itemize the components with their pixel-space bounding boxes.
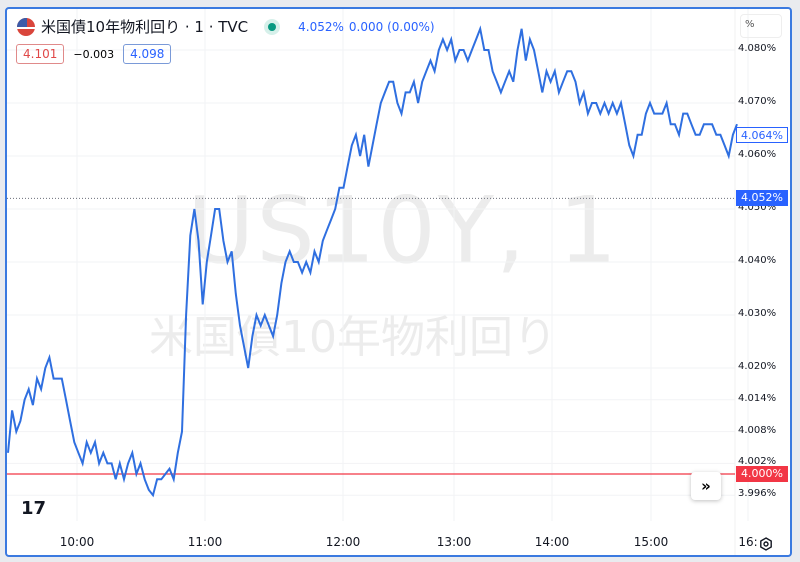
time-tick: 10:00 — [59, 535, 95, 549]
unit-label[interactable]: % — [740, 14, 782, 38]
price-tick: 4.060% — [738, 149, 777, 160]
double-chevron-right-icon: » — [701, 477, 711, 495]
time-tick: 12:00 — [325, 535, 361, 549]
symbol-legend: 米国債10年物利回り · 1 · TVC 4.052% 0.000 (0.00%… — [17, 16, 440, 37]
price-tick: 4.014% — [738, 392, 777, 404]
sell-button[interactable]: 4.101 — [16, 44, 65, 64]
market-status-icon — [268, 22, 277, 31]
time-tick: 16: — [738, 535, 758, 549]
watermark-name: 米国債10年物利回り — [149, 312, 557, 363]
trade-buttons: 4.101 −0.003 4.098 — [16, 44, 172, 64]
last-value: 4.052% — [298, 19, 344, 34]
price-tick: 3.996% — [738, 488, 777, 500]
price-line — [7, 25, 738, 498]
buy-button[interactable]: 4.098 — [123, 44, 172, 64]
price-tick: 4.020% — [738, 361, 777, 372]
time-tick: 13:00 — [436, 535, 472, 549]
price-tick: 4.040% — [738, 255, 777, 266]
price-chart[interactable] — [7, 9, 792, 557]
price-tick: 4.002% — [738, 456, 777, 468]
last-price-tag: 4.052% — [736, 190, 788, 207]
symbol-title[interactable]: 米国債10年物利回り · 1 · TVC — [41, 18, 249, 36]
chart-panel[interactable]: US10Y, 1 米国債10年物利回り 米国債10年物利回り · 1 · TVC… — [5, 7, 792, 557]
gear-icon[interactable] — [759, 537, 773, 551]
tradingview-logo[interactable]: 17 — [21, 498, 47, 519]
us-flag-icon — [17, 17, 35, 36]
time-tick: 14:00 — [534, 535, 570, 549]
price-tick: 4.070% — [738, 96, 777, 107]
price-tick: 4.008% — [738, 424, 777, 436]
watermark-symbol: US10Y, 1 — [187, 177, 620, 284]
price-tick: 4.050% — [738, 202, 777, 213]
price-tick: 4.030% — [738, 308, 777, 319]
scroll-to-realtime-button[interactable]: » — [691, 472, 721, 500]
red-line-tag: 4.000% — [736, 466, 788, 482]
price-tag-high: 4.064% — [736, 126, 788, 143]
change-value: 0.000 (0.00%) — [348, 19, 435, 34]
time-tick: 11:00 — [187, 535, 223, 549]
time-tick: 15:00 — [633, 535, 669, 549]
price-tick: 4.080% — [738, 43, 777, 54]
spread: −0.003 — [73, 47, 115, 61]
